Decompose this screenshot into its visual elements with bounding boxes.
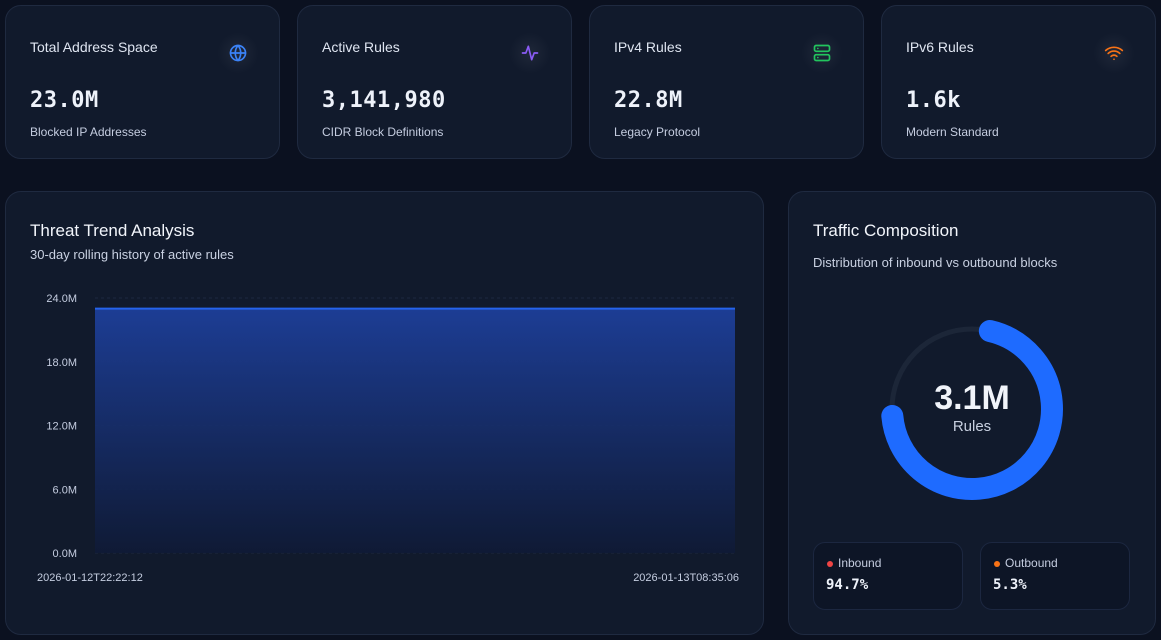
wifi-icon [1093, 32, 1135, 74]
stat-label: IPv4 Rules [614, 39, 682, 55]
donut-center-value: 3.1M [934, 378, 1010, 417]
legend-value: 5.3% [993, 577, 1027, 593]
chart-title: Threat Trend Analysis [30, 221, 195, 240]
composition-subtitle: Distribution of inbound vs outbound bloc… [813, 255, 1058, 270]
donut-arc [880, 318, 1063, 500]
outbound-dot-icon [994, 561, 1000, 567]
traffic-composition-card: Traffic Composition Distribution of inbo… [788, 191, 1156, 635]
trend-chart: 0.0M 6.0M 12.0M 18.0M 24.0M 2026-01-12T22:22:… [37, 293, 739, 584]
stat-value: 3,141,980 [322, 88, 446, 113]
stat-label: Active Rules [322, 39, 400, 55]
y-tick-label: 6.0M [53, 484, 77, 496]
donut-chart: 3.1M Rules [880, 317, 1064, 501]
stat-subtitle: CIDR Block Definitions [322, 125, 444, 139]
stat-subtitle: Modern Standard [906, 125, 999, 139]
stat-value: 23.0M [30, 88, 99, 113]
y-tick-label: 18.0M [46, 357, 77, 369]
stat-card-active-rules: Active Rules 3,141,980 CIDR Block Defini… [297, 5, 572, 159]
stat-value: 1.6k [906, 88, 961, 113]
y-tick-label: 0.0M [53, 548, 77, 560]
y-tick-label: 24.0M [46, 293, 77, 305]
stat-card-ipv4-rules: IPv4 Rules 22.8M Legacy Protocol [589, 5, 864, 159]
legend-label: Outbound [1005, 556, 1058, 570]
server-icon [801, 32, 843, 74]
stat-label: Total Address Space [30, 39, 158, 55]
y-tick-label: 12.0M [46, 421, 77, 433]
stat-subtitle: Legacy Protocol [614, 125, 701, 139]
threat-trend-card: 0.0M 6.0M 12.0M 18.0M 24.0M 2026-01-12T22:22:… [5, 191, 764, 635]
legend-outbound: Outbound 5.3% [980, 542, 1130, 610]
series-area [95, 308, 735, 553]
legend-value: 94.7% [826, 577, 869, 593]
x-tick-label: 2026-01-13T08:35:06 [633, 572, 739, 584]
activity-icon [509, 32, 551, 74]
legend-inbound: Inbound 94.7% [813, 542, 963, 610]
inbound-dot-icon [827, 561, 833, 567]
donut-svg [880, 318, 1063, 500]
donut-center-label: Rules [952, 417, 992, 435]
stat-value: 22.8M [614, 88, 683, 113]
stat-card-ipv6-rules: IPv6 Rules 1.6k Modern Standard [881, 5, 1156, 159]
stat-label: IPv6 Rules [906, 39, 974, 55]
x-tick-label: 2026-01-12T22:22:12 [37, 572, 143, 584]
composition-title: Traffic Composition [813, 221, 959, 240]
stat-subtitle: Blocked IP Addresses [30, 125, 147, 139]
legend-label: Inbound [838, 556, 882, 570]
chart-subtitle: 30-day rolling history of active rules [30, 247, 234, 262]
globe-icon [217, 32, 259, 74]
stat-card-total-address-space: Total Address Space 23.0M Blocked IP Add… [5, 5, 280, 159]
